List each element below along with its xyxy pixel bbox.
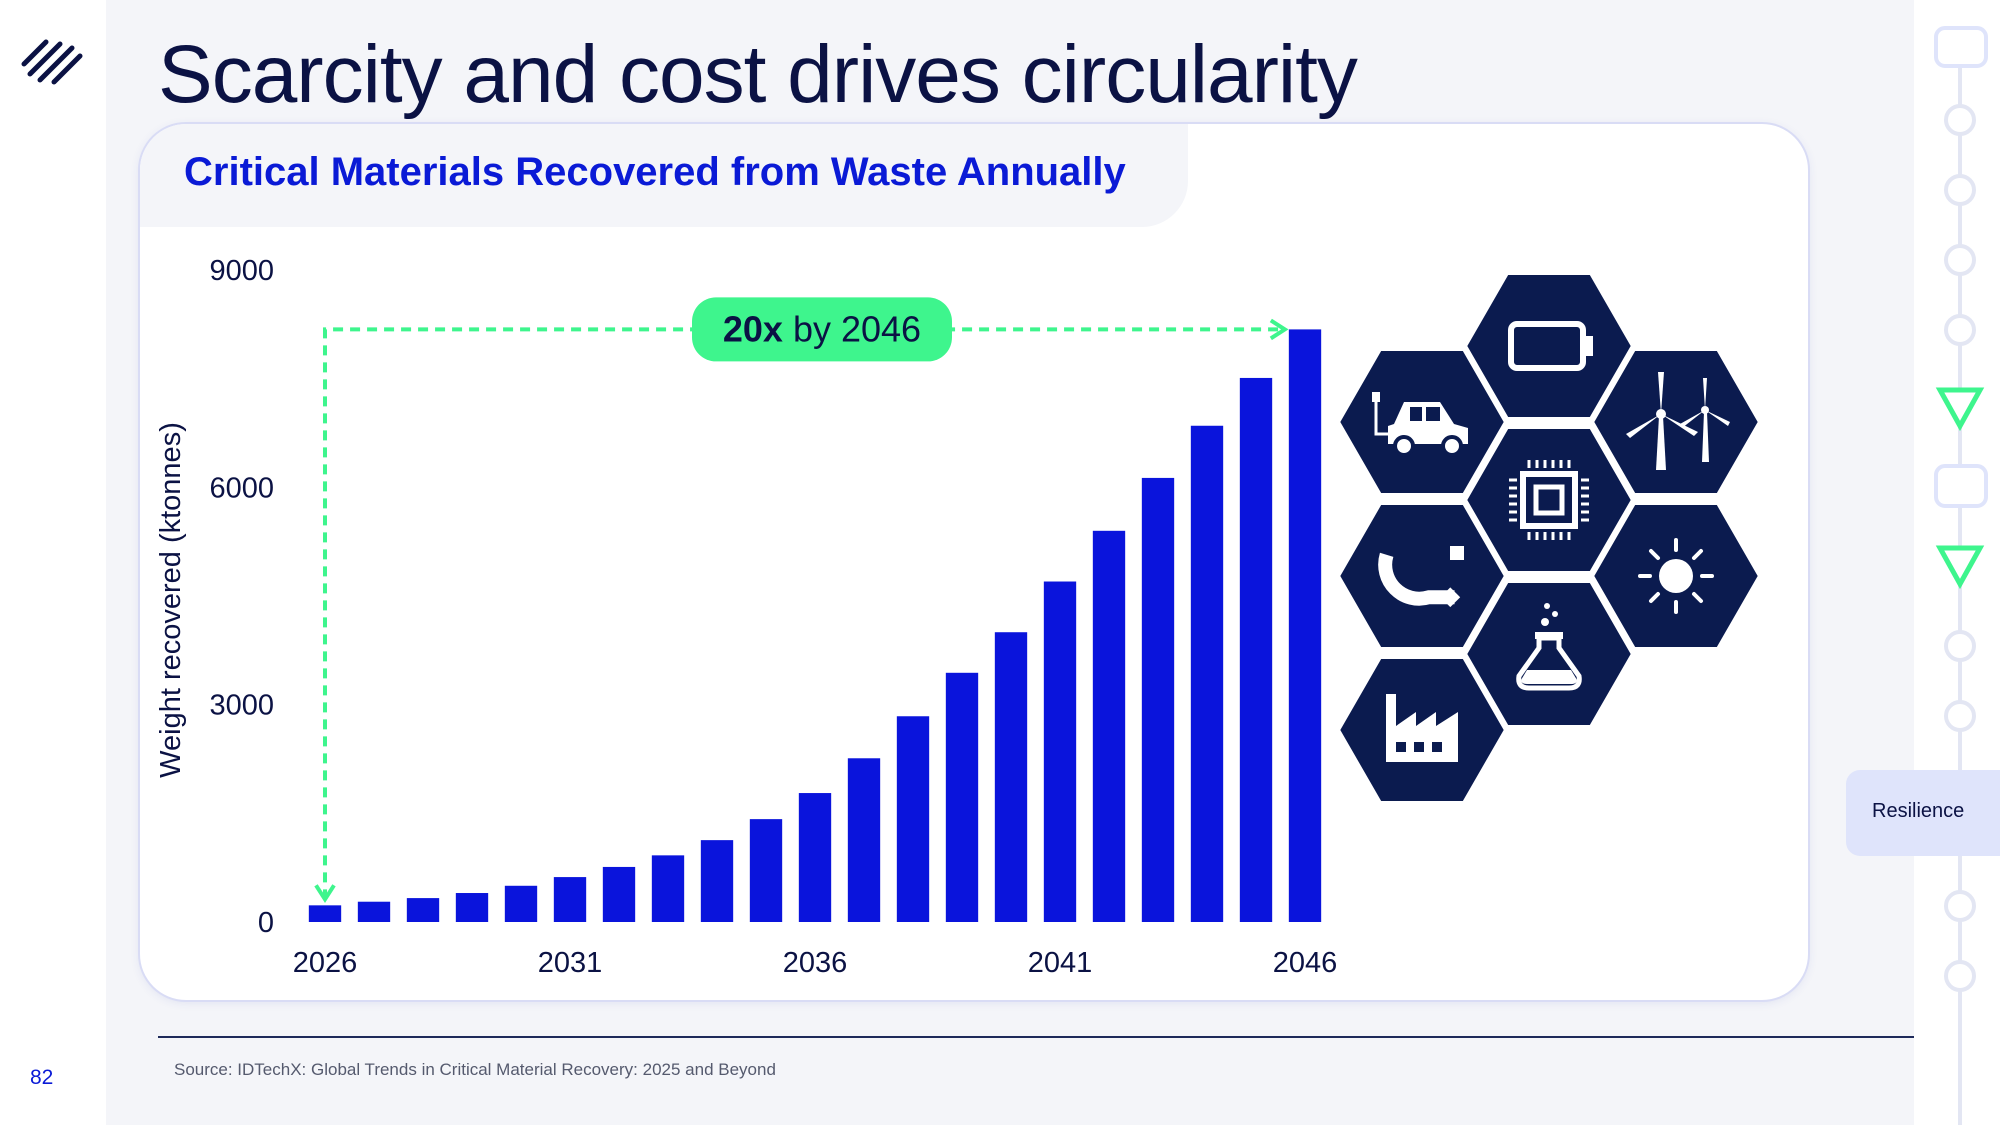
progress-dot-icon[interactable] xyxy=(1944,960,1976,992)
bar-2028 xyxy=(406,898,440,922)
x-tick-label: 2031 xyxy=(538,947,603,979)
annotation-suffix: by 2046 xyxy=(783,308,921,349)
annotation-multiplier: 20x xyxy=(723,308,783,349)
bar-2035 xyxy=(749,819,783,922)
bar-2029 xyxy=(455,893,489,922)
progress-dot-icon[interactable] xyxy=(1944,174,1976,206)
materials-icon-cluster xyxy=(1336,271,1762,805)
progress-dot-icon[interactable] xyxy=(1944,104,1976,136)
y-tick-label: 9000 xyxy=(209,255,274,287)
y-tick-label: 0 xyxy=(258,907,274,939)
progress-node-icon[interactable] xyxy=(1934,464,1988,508)
battery-icon xyxy=(1463,271,1635,421)
bars xyxy=(308,329,1322,923)
ev-car-icon xyxy=(1336,347,1508,497)
bar-2041 xyxy=(1043,581,1077,922)
annotation-arrow-line xyxy=(323,327,1285,900)
progress-dot-icon[interactable] xyxy=(1944,314,1976,346)
bar-2037 xyxy=(847,758,881,922)
bar-2030 xyxy=(504,885,538,922)
progress-triangle-icon[interactable] xyxy=(1935,387,1985,432)
page-title: Scarcity and cost drives circularity xyxy=(158,29,1358,120)
progress-triangle-icon[interactable] xyxy=(1935,545,1985,590)
annotation-label: 20x by 2046 xyxy=(723,308,921,349)
arrow-right-icon xyxy=(1269,318,1289,341)
progress-dot-icon[interactable] xyxy=(1944,700,1976,732)
section-progress-rail xyxy=(1914,0,2000,1125)
bar-2027 xyxy=(357,901,391,922)
y-axis-title: Weight recovered (ktonnes) xyxy=(155,422,187,778)
bar-2038 xyxy=(896,716,930,922)
bar-2046 xyxy=(1288,329,1322,923)
section-badge[interactable]: Resilience xyxy=(1846,770,2000,856)
bar-2039 xyxy=(945,672,979,922)
brand-logo-icon xyxy=(21,39,83,85)
y-tick-label: 6000 xyxy=(209,472,274,504)
bar-2034 xyxy=(700,840,734,922)
bar-2040 xyxy=(994,632,1028,922)
left-rail: 82 xyxy=(0,0,106,1125)
bar-2045 xyxy=(1239,377,1273,922)
chart-card-tab xyxy=(140,124,1188,227)
microchip-icon xyxy=(1463,425,1635,575)
x-tick-label: 2046 xyxy=(1273,947,1338,979)
factory-icon xyxy=(1336,655,1508,805)
growth-annotation: 20x by 2046 xyxy=(314,297,1289,904)
sun-icon xyxy=(1590,501,1762,651)
x-tick-label: 2041 xyxy=(1028,947,1093,979)
y-axis: 0 3000 6000 9000 xyxy=(209,255,274,939)
progress-dot-icon[interactable] xyxy=(1944,890,1976,922)
section-badge-label: Resilience xyxy=(1872,800,1965,822)
bar-2042 xyxy=(1092,530,1126,922)
chart-title: Critical Materials Recovered from Waste … xyxy=(184,150,1126,194)
bar-2032 xyxy=(602,866,636,922)
x-tick-label: 2026 xyxy=(293,947,358,979)
progress-node-icon[interactable] xyxy=(1934,26,1988,68)
bar-2031 xyxy=(553,877,587,922)
annotation-pill xyxy=(692,297,952,362)
magnet-icon xyxy=(1336,501,1508,651)
footer-divider xyxy=(158,1036,1914,1038)
bar-2044 xyxy=(1190,425,1224,922)
progress-dot-icon[interactable] xyxy=(1944,244,1976,276)
y-tick-label: 3000 xyxy=(209,690,274,722)
bar-2026 xyxy=(308,905,342,922)
wind-turbine-icon xyxy=(1590,347,1762,497)
progress-dot-icon[interactable] xyxy=(1944,630,1976,662)
bar-2043 xyxy=(1141,477,1175,922)
bar-2033 xyxy=(651,855,685,922)
x-axis: 2026 2031 2036 2041 2046 xyxy=(293,947,1338,979)
arrow-down-icon xyxy=(314,884,336,904)
chemistry-flask-icon xyxy=(1463,579,1635,729)
y-axis-title-group: Weight recovered (ktonnes) xyxy=(155,422,187,778)
bar-2036 xyxy=(798,793,832,922)
page-number: 82 xyxy=(30,1066,54,1089)
bar-chart: Weight recovered (ktonnes) 0 3000 6000 9000… xyxy=(155,255,1762,979)
x-tick-label: 2036 xyxy=(783,947,848,979)
source-note: Source: IDTechX: Global Trends in Critic… xyxy=(174,1060,776,1079)
progress-track xyxy=(1934,26,1988,1125)
